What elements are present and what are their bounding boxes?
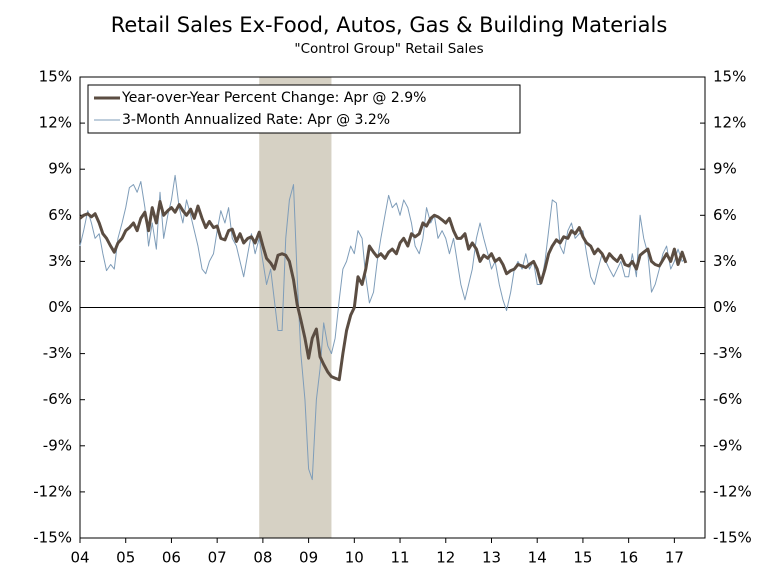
chart-subtitle: "Control Group" Retail Sales [294, 41, 483, 57]
x-tick-label: 07 [208, 549, 227, 567]
y2-tick-label: -6% [713, 390, 742, 408]
y2-tick-label: 3% [713, 252, 737, 270]
x-tick-label: 11 [390, 549, 409, 567]
x-tick-label: 14 [528, 549, 547, 567]
legend-label: 3-Month Annualized Rate: Apr @ 3.2% [122, 112, 390, 128]
y-tick-label: 12% [39, 114, 72, 132]
x-tick-label: 17 [665, 549, 684, 567]
series-line [79, 174, 687, 481]
x-tick-label: 13 [482, 549, 501, 567]
x-tick-label: 15 [573, 549, 592, 567]
y-tick-label: 9% [48, 160, 72, 178]
legend-box [87, 84, 521, 134]
y2-tick-label: 9% [713, 160, 737, 178]
x-tick-label: 12 [436, 549, 455, 567]
x-tick-label: 06 [162, 549, 181, 567]
x-tick-label: 05 [116, 549, 135, 567]
y2-tick-label: 0% [713, 298, 737, 316]
x-tick-label: 09 [299, 549, 318, 567]
chart-title: Retail Sales Ex-Food, Autos, Gas & Build… [111, 13, 668, 37]
y2-tick-label: 12% [713, 114, 746, 132]
y2-tick-label: -12% [713, 482, 752, 500]
y-tick-label: 15% [39, 68, 72, 86]
y-tick-label: 0% [48, 298, 72, 316]
y-tick-label: -12% [33, 482, 72, 500]
x-tick-label: 16 [619, 549, 638, 567]
x-tick-label: 04 [70, 549, 89, 567]
y2-tick-label: -9% [713, 436, 742, 454]
y-tick-label: -15% [33, 529, 72, 547]
series-line [79, 199, 688, 382]
y-tick-label: -9% [43, 436, 72, 454]
x-tick-label: 08 [253, 549, 272, 567]
y2-tick-label: 6% [713, 206, 737, 224]
y-tick-label: 3% [48, 252, 72, 270]
y-tick-label: -6% [43, 390, 72, 408]
y2-tick-label: -15% [713, 529, 752, 547]
y2-tick-label: 15% [713, 68, 746, 86]
x-tick-label: 10 [345, 549, 364, 567]
legend-label: Year-over-Year Percent Change: Apr @ 2.9… [121, 90, 426, 106]
y-tick-label: -3% [43, 344, 72, 362]
y2-tick-label: -3% [713, 344, 742, 362]
y-tick-label: 6% [48, 206, 72, 224]
